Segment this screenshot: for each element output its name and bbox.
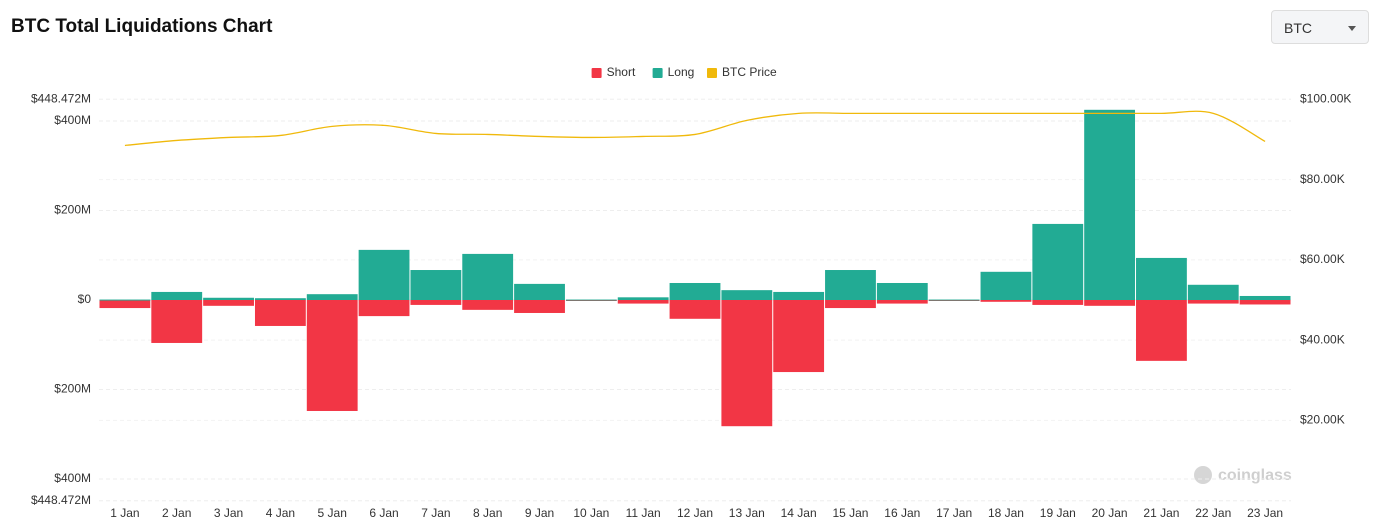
bar xyxy=(1239,300,1291,305)
x-tick-label: 14 Jan xyxy=(781,506,817,520)
bar xyxy=(1136,257,1187,300)
y-tick-label: $448.472M xyxy=(31,493,91,507)
x-tick-label: 20 Jan xyxy=(1092,506,1128,520)
legend-swatch xyxy=(591,68,602,78)
watermark: coinglass xyxy=(1194,466,1292,484)
bar xyxy=(1187,300,1239,304)
x-tick-label: 18 Jan xyxy=(988,506,1024,520)
legend-swatch xyxy=(707,68,717,78)
bar xyxy=(1187,284,1239,300)
bar xyxy=(825,270,876,300)
bar xyxy=(825,300,876,309)
dropdown-arrow xyxy=(1348,26,1356,31)
bar xyxy=(151,300,203,343)
x-tick-label: 6 Jan xyxy=(369,506,398,520)
x-tick-label: 8 Jan xyxy=(473,506,502,520)
bar xyxy=(254,298,306,300)
watermark-logo xyxy=(1194,466,1212,484)
watermark-text: coinglass xyxy=(1218,467,1292,484)
bar xyxy=(306,294,358,300)
bar xyxy=(358,249,410,300)
coin-selector[interactable]: BTC xyxy=(1271,10,1369,44)
legend-label: Short xyxy=(607,65,636,79)
bar xyxy=(99,300,151,309)
bar xyxy=(773,300,825,373)
legend-label: Long xyxy=(668,65,695,79)
bar xyxy=(254,300,306,326)
x-tick-label: 15 Jan xyxy=(832,506,868,520)
bar xyxy=(514,283,565,300)
bar xyxy=(876,282,928,300)
bar xyxy=(410,300,462,305)
legend-label: BTC Price xyxy=(722,65,777,79)
x-tick-label: 13 Jan xyxy=(729,506,765,520)
bar xyxy=(410,270,462,300)
y-tick-label: $448.472M xyxy=(31,91,91,105)
bar xyxy=(1136,300,1187,361)
bar xyxy=(1084,109,1136,301)
y-tick-label: $400M xyxy=(54,113,91,127)
x-tick-label: 19 Jan xyxy=(1040,506,1076,520)
legend-swatch xyxy=(652,68,663,78)
bar xyxy=(462,300,514,310)
y-tick-label: $200M xyxy=(54,382,91,396)
x-tick-label: 21 Jan xyxy=(1143,506,1179,520)
x-tick-label: 23 Jan xyxy=(1247,506,1283,520)
bar xyxy=(721,300,773,427)
bar xyxy=(1032,300,1084,305)
x-tick-label: 11 Jan xyxy=(626,506,661,520)
x-tick-label: 5 Jan xyxy=(318,506,347,520)
x-tick-label: 1 Jan xyxy=(110,506,139,520)
bar xyxy=(721,290,773,300)
y2-tick-label: $100.00K xyxy=(1300,91,1351,105)
bar xyxy=(928,299,980,301)
x-tick-label: 17 Jan xyxy=(936,506,972,520)
bar xyxy=(99,299,151,301)
x-tick-label: 3 Jan xyxy=(214,506,243,520)
bar xyxy=(876,300,928,304)
bar xyxy=(1239,295,1291,300)
x-tick-label: 22 Jan xyxy=(1195,506,1231,520)
x-tick-label: 4 Jan xyxy=(266,506,295,520)
bar xyxy=(617,300,669,304)
bar xyxy=(980,300,1032,302)
selector-label: BTC xyxy=(1284,20,1312,36)
y2-tick-label: $20.00K xyxy=(1300,413,1345,427)
chart-title: BTC Total Liquidations Chart xyxy=(11,16,273,37)
bar xyxy=(1032,223,1084,300)
bar xyxy=(617,297,669,300)
bar xyxy=(306,300,358,411)
y2-tick-label: $80.00K xyxy=(1300,172,1345,186)
bar xyxy=(980,271,1032,300)
bar xyxy=(203,300,254,306)
y2-tick-label: $40.00K xyxy=(1300,332,1345,346)
x-tick-label: 9 Jan xyxy=(525,506,554,520)
bar xyxy=(462,253,514,300)
x-tick-label: 10 Jan xyxy=(573,506,609,520)
bar xyxy=(203,297,254,300)
y-tick-label: $200M xyxy=(54,203,91,217)
bar xyxy=(773,291,825,300)
bar xyxy=(565,299,617,301)
x-tick-label: 12 Jan xyxy=(677,506,713,520)
y-tick-label: $400M xyxy=(54,471,91,485)
bar xyxy=(151,291,203,300)
bar xyxy=(669,300,721,319)
x-tick-label: 7 Jan xyxy=(421,506,450,520)
y-tick-label: $0 xyxy=(78,292,92,306)
x-tick-label: 2 Jan xyxy=(162,506,191,520)
x-tick-label: 16 Jan xyxy=(884,506,920,520)
price-line xyxy=(124,110,1266,147)
bar xyxy=(514,300,565,313)
bar xyxy=(1084,300,1136,306)
bar xyxy=(669,282,721,300)
bar xyxy=(358,300,410,317)
y2-tick-label: $60.00K xyxy=(1300,252,1345,266)
